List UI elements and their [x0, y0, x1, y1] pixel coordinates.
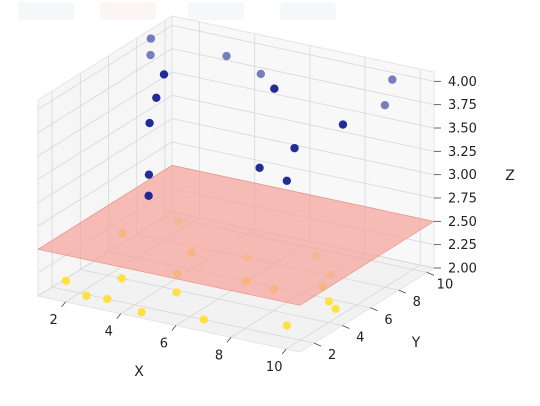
tick-label: 2.75 [448, 192, 477, 207]
data-point [103, 294, 112, 304]
grid-line-z-back [171, 94, 435, 152]
grid-line-x-floor [285, 264, 421, 350]
toolbar-button[interactable] [280, 2, 336, 20]
data-point [117, 274, 126, 283]
grid-line-z-left [37, 94, 173, 180]
tick-label: 2.25 [448, 238, 477, 253]
tick-label: 10 [437, 277, 454, 292]
data-point [282, 176, 292, 186]
tick-label: 4 [356, 330, 364, 345]
tick-label: 2.50 [448, 215, 477, 230]
tick-label: 4 [105, 325, 113, 340]
tick-label: 8 [215, 348, 223, 363]
tick-label: 6 [384, 313, 392, 328]
data-point [380, 100, 390, 110]
data-point [144, 170, 154, 179]
tick-label: 3.00 [448, 168, 477, 183]
toolbar-button[interactable] [18, 2, 74, 20]
data-point [270, 84, 279, 93]
tick-label: 3.25 [448, 145, 477, 160]
z-axis-label: Z [505, 168, 515, 184]
data-point [290, 143, 299, 153]
y-tick-mark [313, 342, 322, 347]
data-point [61, 276, 71, 285]
data-point [82, 291, 91, 300]
grid-line-z-back [171, 48, 435, 106]
grid-line-z-left [37, 48, 173, 134]
tick-label: 2 [49, 313, 57, 328]
data-point [388, 75, 397, 84]
tick-marks [61, 80, 441, 355]
grid-line-z-left [37, 71, 173, 157]
x-tick-mark [171, 325, 177, 331]
tick-label: 6 [160, 336, 168, 351]
grid-line-z-back [171, 118, 435, 176]
tick-label: 4.00 [448, 75, 477, 90]
y-tick-mark [426, 272, 435, 276]
points-above-plane [144, 34, 397, 200]
data-point [222, 51, 231, 61]
data-point [331, 304, 340, 313]
data-point [152, 93, 161, 102]
x-tick-mark [116, 313, 122, 319]
tick-label: 8 [413, 295, 421, 310]
grid-line-z-left [37, 141, 173, 227]
grid-line-y-floor [52, 286, 315, 344]
grid-line-z-back [171, 24, 435, 82]
data-point [137, 308, 146, 317]
data-point [338, 120, 348, 129]
data-point [199, 315, 208, 324]
y-axis-label: Y [411, 335, 421, 351]
grid-line-z-left [37, 118, 173, 204]
data-point [145, 118, 154, 128]
data-point [144, 191, 153, 200]
tick-label: 3.75 [448, 98, 477, 113]
data-point [172, 288, 181, 297]
y-tick-mark [398, 289, 406, 294]
data-point [282, 321, 292, 330]
y-tick-mark [342, 325, 350, 329]
toolbar-button[interactable] [100, 2, 156, 20]
tick-labels: 2468102468102.002.252.502.753.003.253.50… [49, 75, 477, 375]
x-axis-label: X [134, 364, 144, 380]
y-tick-mark [370, 307, 378, 312]
data-point [146, 34, 156, 43]
tick-label: 2.00 [448, 262, 477, 277]
grid-line-z-back [171, 71, 435, 129]
x-tick-mark [61, 301, 66, 308]
toolbar-button[interactable] [188, 2, 244, 20]
data-point [255, 163, 264, 172]
data-point [159, 70, 169, 79]
data-point [324, 297, 334, 306]
tick-label: 3.50 [448, 122, 477, 137]
tick-label: 2 [328, 348, 336, 363]
x-tick-mark [281, 348, 287, 355]
data-point [146, 50, 155, 60]
tick-label: 10 [266, 360, 283, 375]
grid-line-z-back [171, 141, 435, 199]
data-point [256, 69, 266, 79]
x-tick-mark [226, 337, 232, 343]
